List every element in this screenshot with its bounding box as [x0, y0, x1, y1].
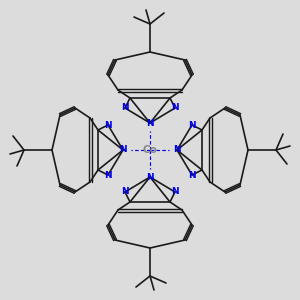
Text: N: N: [171, 188, 179, 196]
Text: N: N: [121, 103, 129, 112]
Text: N: N: [121, 188, 129, 196]
Text: N: N: [188, 170, 196, 179]
Text: N: N: [173, 146, 181, 154]
Text: N: N: [146, 172, 154, 182]
Text: N: N: [146, 118, 154, 127]
Text: Co: Co: [142, 145, 158, 155]
Text: N: N: [119, 146, 127, 154]
Text: N: N: [104, 121, 112, 130]
Text: N: N: [171, 103, 179, 112]
Text: N: N: [188, 121, 196, 130]
Text: N: N: [104, 170, 112, 179]
